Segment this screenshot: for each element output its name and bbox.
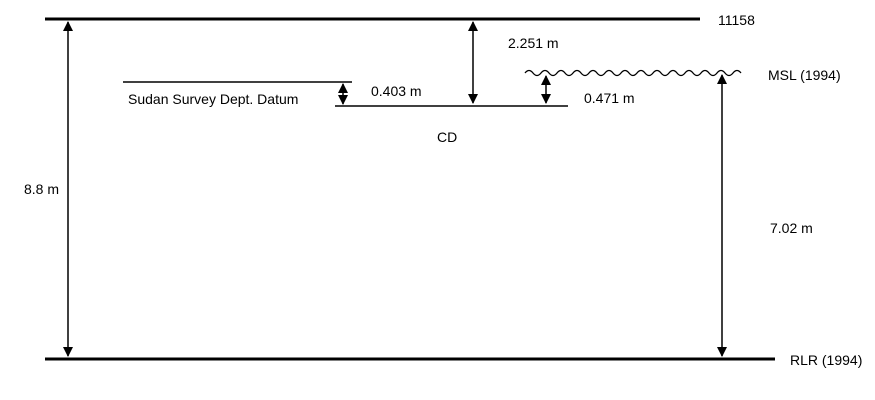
rlr-label: RLR (1994) — [790, 352, 862, 368]
sudan-datum-label: Sudan Survey Dept. Datum — [128, 91, 298, 107]
dim-msl-rlr-label: 7.02 m — [770, 220, 813, 236]
top-benchmark-label: 11158 — [718, 12, 755, 28]
dim-top-cd-label: 2.251 m — [508, 35, 559, 51]
msl-wavy-line — [524, 69, 742, 77]
dim-msl-cd-label: 0.471 m — [584, 90, 635, 106]
dim-total-label: 8.8 m — [24, 181, 59, 197]
dim-sudan-cd-label: 0.403 m — [371, 83, 422, 99]
cd-label: CD — [437, 129, 457, 145]
msl-label: MSL (1994) — [768, 67, 841, 83]
